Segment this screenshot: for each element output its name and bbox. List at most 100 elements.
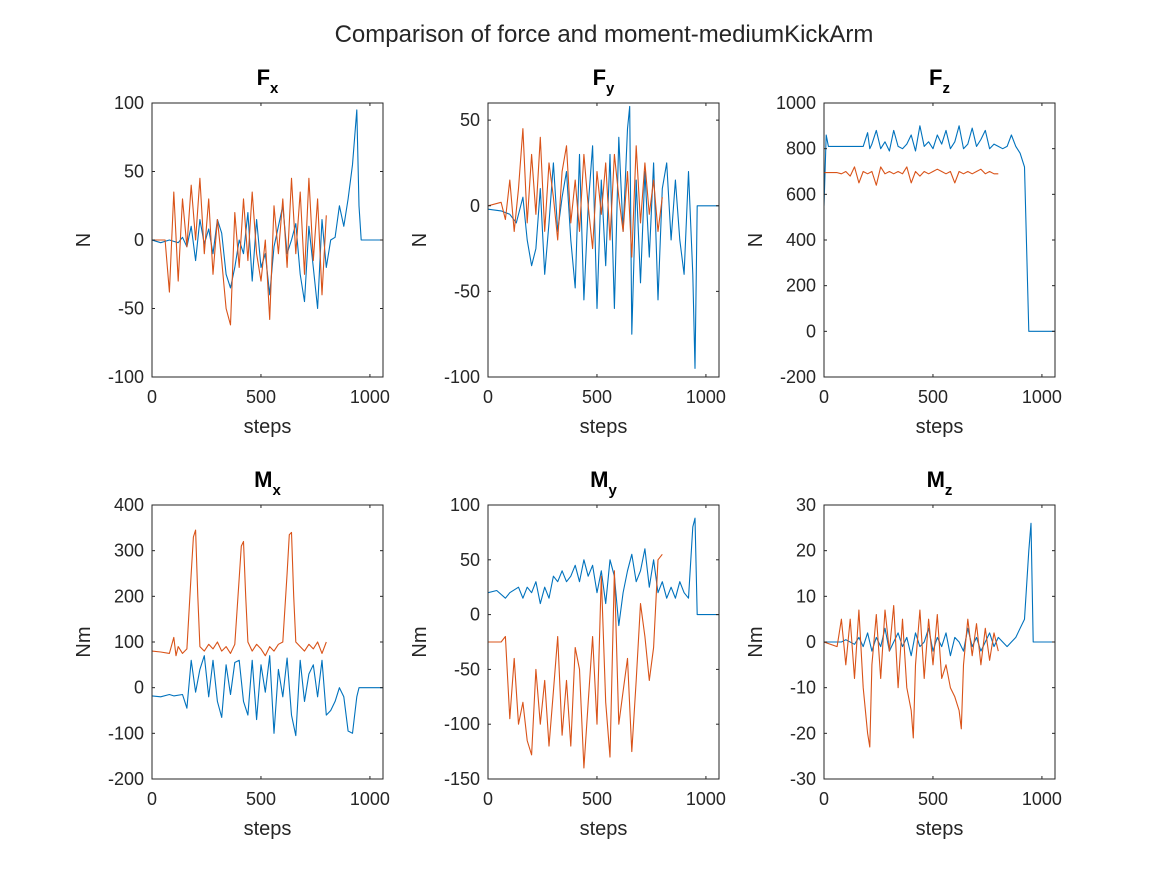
subplot-title-subscript: x	[270, 80, 279, 97]
y-axis-label: N	[745, 233, 767, 247]
series-line-1	[824, 125, 1055, 332]
y-tick-label: 0	[470, 605, 480, 625]
x-tick-label: 500	[918, 387, 948, 407]
y-tick-label: 1000	[776, 93, 816, 113]
y-axis-label: Nm	[73, 626, 95, 657]
series-line-1	[824, 522, 1055, 657]
series-line-2	[152, 177, 327, 326]
x-axis-label: steps	[580, 416, 628, 438]
y-axis-label: N	[409, 233, 431, 247]
y-tick-label: -50	[118, 299, 144, 319]
y-tick-label: -100	[444, 367, 480, 387]
x-axis-label: steps	[916, 416, 964, 438]
x-tick-label: 0	[483, 789, 493, 809]
x-tick-label: 1000	[350, 789, 390, 809]
y-tick-label: 200	[114, 586, 144, 606]
x-tick-label: 1000	[1022, 387, 1062, 407]
subplot-title-main: M	[590, 467, 608, 492]
subplot-4: 0 500 1000 -200 -100 0 100 200 300 400 steps Nm Mx	[73, 467, 390, 840]
series-line-1	[152, 109, 383, 310]
subplot-title-subscript: y	[608, 482, 617, 499]
x-axis-label: steps	[244, 416, 292, 438]
subplot-title-subscript: z	[942, 80, 950, 97]
x-tick-label: 0	[147, 789, 157, 809]
x-tick-label: 500	[246, 387, 276, 407]
subplot-title: Fz	[929, 65, 950, 97]
subplot-title-subscript: z	[945, 482, 953, 499]
y-tick-label: 100	[450, 495, 480, 515]
series-line-2	[488, 553, 663, 769]
subplot-title: My	[590, 467, 617, 499]
x-tick-label: 1000	[350, 387, 390, 407]
series-line-1	[152, 655, 383, 737]
subplot-title-main: M	[254, 467, 272, 492]
y-tick-label: 300	[114, 541, 144, 561]
y-axis-label: N	[73, 233, 95, 247]
subplot-title: Fx	[257, 65, 279, 97]
y-axis-label: Nm	[409, 626, 431, 657]
x-tick-label: 500	[918, 789, 948, 809]
y-tick-label: -10	[790, 678, 816, 698]
y-tick-label: 200	[786, 276, 816, 296]
subplot-title-main: M	[927, 467, 945, 492]
series-line-1	[488, 105, 719, 369]
figure-title: Comparison of force and moment-mediumKic…	[335, 21, 874, 48]
y-tick-label: -150	[444, 769, 480, 789]
y-tick-label: 100	[114, 93, 144, 113]
subplot-title-subscript: x	[272, 482, 281, 499]
y-tick-label: 0	[134, 678, 144, 698]
axes-box	[487, 102, 720, 378]
series-line-2	[152, 529, 327, 657]
x-tick-label: 1000	[686, 789, 726, 809]
axes-box	[487, 504, 720, 780]
y-tick-label: 0	[470, 196, 480, 216]
y-axis-label: Nm	[745, 626, 767, 657]
x-tick-label: 0	[819, 789, 829, 809]
y-tick-label: -20	[790, 723, 816, 743]
y-tick-label: 400	[786, 230, 816, 250]
subplot-title-main: F	[929, 65, 942, 90]
subplot-title: Fy	[593, 65, 615, 97]
subplot-title-main: F	[593, 65, 606, 90]
y-tick-label: 800	[786, 139, 816, 159]
series-line-2	[824, 604, 999, 748]
x-tick-label: 0	[147, 387, 157, 407]
x-tick-label: 1000	[1022, 789, 1062, 809]
subplot-title-subscript: y	[606, 80, 615, 97]
x-axis-label: steps	[244, 818, 292, 840]
x-tick-label: 500	[246, 789, 276, 809]
y-tick-label: 50	[460, 110, 480, 130]
x-tick-label: 500	[582, 387, 612, 407]
axes-box	[823, 102, 1056, 378]
series-line-1	[488, 517, 719, 627]
x-tick-label: 0	[819, 387, 829, 407]
y-tick-label: 0	[806, 321, 816, 341]
y-tick-label: 400	[114, 495, 144, 515]
y-tick-label: -50	[454, 659, 480, 679]
y-tick-label: -100	[108, 367, 144, 387]
x-axis-label: steps	[916, 818, 964, 840]
y-tick-label: 50	[460, 550, 480, 570]
y-tick-label: 0	[806, 632, 816, 652]
x-tick-label: 500	[582, 789, 612, 809]
subplot-2: 0 500 1000 -100 -50 0 50 steps N Fy	[409, 65, 726, 438]
y-tick-label: -100	[444, 714, 480, 734]
subplot-title: Mx	[254, 467, 281, 499]
y-tick-label: -200	[780, 367, 816, 387]
axes-box	[151, 504, 384, 780]
subplot-5: 0 500 1000 -150 -100 -50 0 50 100 steps Nm My	[409, 467, 726, 840]
x-tick-label: 0	[483, 387, 493, 407]
y-tick-label: -30	[790, 769, 816, 789]
y-tick-label: 20	[796, 541, 816, 561]
subplot-title: Mz	[927, 467, 953, 499]
x-axis-label: steps	[580, 818, 628, 840]
y-tick-label: 50	[124, 162, 144, 182]
series-line-2	[824, 166, 999, 186]
subplot-1: 0 500 1000 -100 -50 0 50 100 steps N Fx	[73, 65, 390, 438]
x-tick-label: 1000	[686, 387, 726, 407]
y-tick-label: 600	[786, 184, 816, 204]
series-line-2	[488, 128, 663, 258]
